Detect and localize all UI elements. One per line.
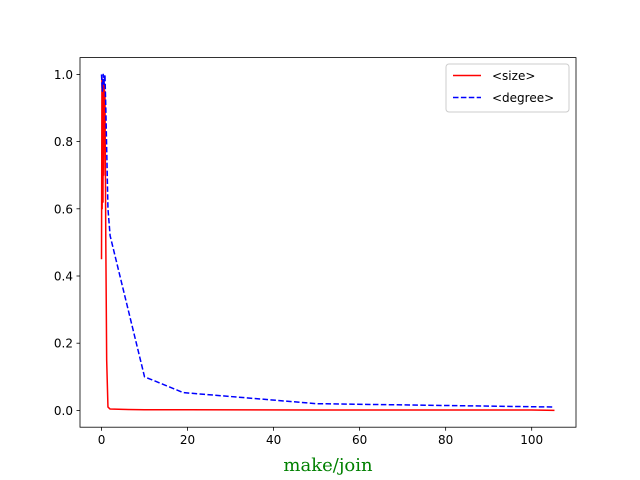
x-tick-label: 20: [180, 433, 195, 447]
x-tick-label: 100: [520, 433, 543, 447]
y-tick-label: 0.2: [54, 337, 73, 351]
legend-label-size: <size>: [492, 69, 535, 83]
x-tick-label: 60: [352, 433, 367, 447]
x-axis-title: make/join: [283, 455, 373, 476]
legend-label-degree: <degree>: [492, 91, 554, 105]
y-tick-label: 0.0: [54, 404, 73, 418]
x-tick-label: 0: [98, 433, 106, 447]
y-tick-label: 0.4: [54, 270, 73, 284]
y-tick-label: 1.0: [54, 68, 73, 82]
y-tick-label: 0.8: [54, 135, 73, 149]
y-tick-label: 0.6: [54, 202, 73, 216]
x-tick-label: 80: [438, 433, 453, 447]
x-tick-label: 40: [266, 433, 281, 447]
legend: <size> <degree>: [446, 64, 569, 112]
